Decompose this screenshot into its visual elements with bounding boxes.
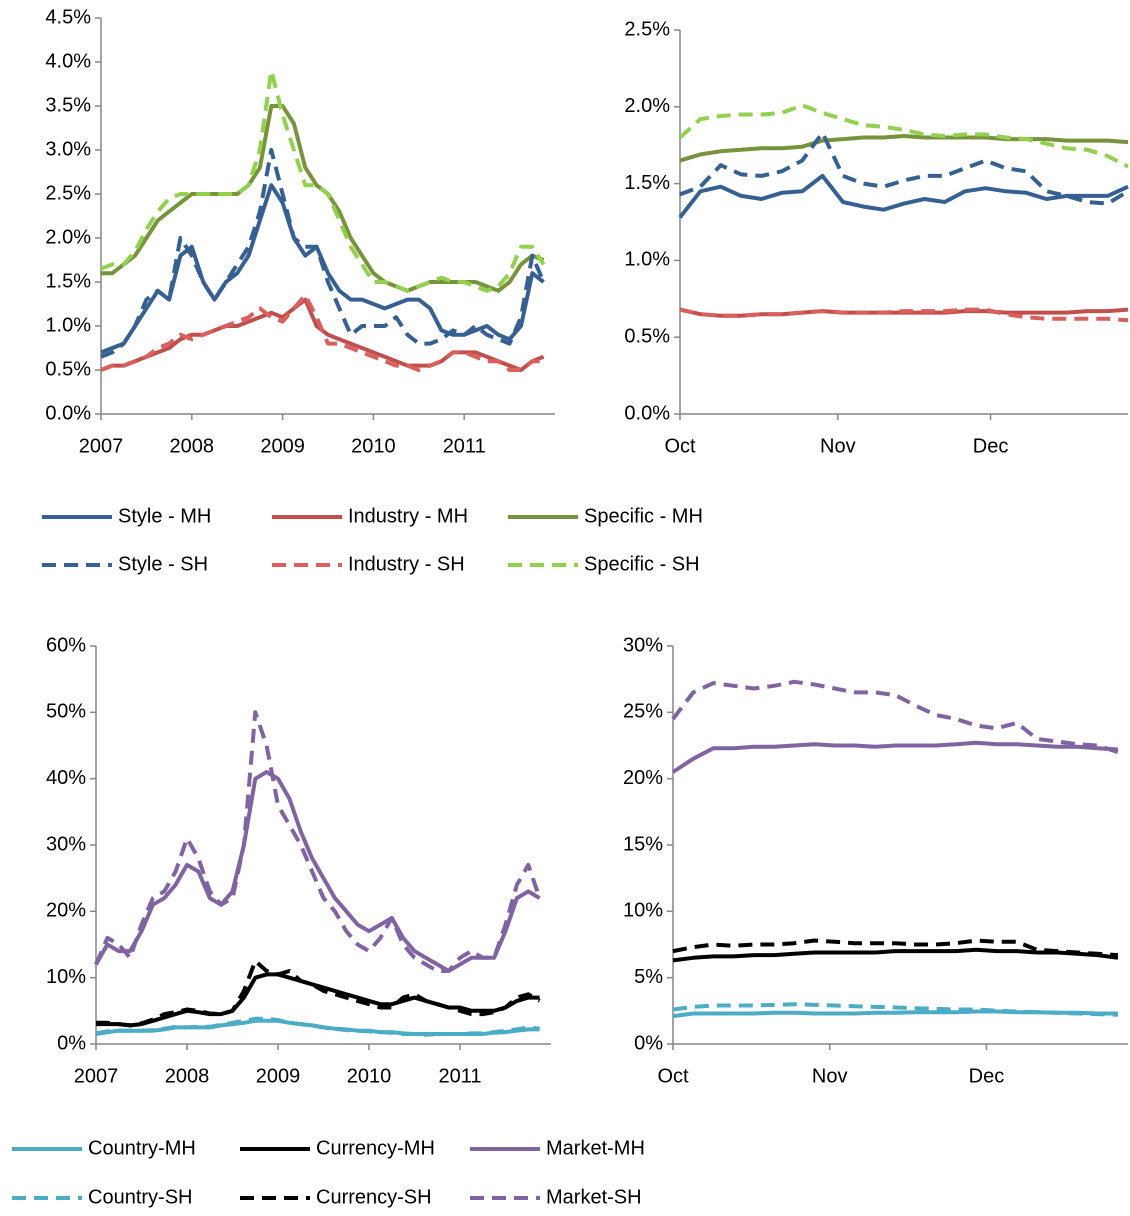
x-tick-label: 2010: [347, 1065, 392, 1087]
y-tick-label: 50%: [46, 701, 86, 723]
series-line: [672, 938, 1119, 958]
y-tick-label: 3.5%: [45, 94, 91, 116]
series-line: [679, 130, 1130, 206]
series-line: [672, 947, 1119, 963]
x-tick-label: Dec: [973, 435, 1009, 457]
y-tick-label: 1.5%: [624, 172, 670, 194]
x-tick-label: Nov: [820, 435, 856, 457]
y-tick-label: 20%: [623, 767, 663, 789]
legend-label: Currency-MH: [316, 1137, 435, 1159]
series-line: [96, 959, 541, 1028]
y-tick-label: 4.0%: [45, 50, 91, 72]
series-line: [678, 103, 1129, 169]
legend-label: Specific - MH: [584, 505, 703, 527]
series-line: [678, 173, 1129, 219]
x-tick-label: 2009: [260, 435, 305, 457]
series-line: [671, 679, 1119, 755]
series-line: [672, 1009, 1118, 1019]
y-tick-label: 60%: [46, 634, 86, 656]
y-tick-label: 0%: [634, 1032, 663, 1054]
y-tick-label: 4.5%: [45, 6, 91, 28]
y-tick-label: 3.0%: [45, 138, 91, 160]
legend-label: Industry - MH: [348, 505, 468, 527]
y-tick-label: 40%: [46, 767, 86, 789]
y-tick-label: 0.5%: [45, 358, 91, 380]
y-tick-label: 20%: [46, 900, 86, 922]
x-tick-label: Oct: [657, 1065, 689, 1087]
x-tick-label: 2011: [443, 435, 486, 457]
y-tick-label: 30%: [46, 833, 86, 855]
y-tick-label: 0.5%: [624, 325, 670, 347]
series-line: [100, 148, 546, 359]
series-line: [94, 770, 541, 973]
series-line: [679, 307, 1129, 323]
x-tick-label: 2011: [438, 1065, 481, 1087]
legend-label: Market-SH: [546, 1186, 642, 1208]
legend-label: Specific - SH: [584, 553, 700, 575]
x-tick-label: 2008: [165, 1065, 210, 1087]
legend-label: Industry - SH: [348, 553, 465, 575]
y-tick-label: 25%: [623, 701, 663, 723]
x-tick-label: Nov: [812, 1065, 848, 1087]
y-tick-label: 2.0%: [624, 95, 670, 117]
series-line: [672, 1002, 1118, 1017]
y-tick-label: 2.5%: [624, 18, 670, 40]
y-tick-label: 1.0%: [45, 314, 91, 336]
y-tick-label: 10%: [46, 966, 86, 988]
series-line: [94, 710, 542, 973]
y-tick-label: 30%: [623, 634, 663, 656]
y-tick-label: 0%: [57, 1032, 86, 1054]
x-tick-label: 2007: [79, 435, 124, 457]
series-line: [95, 1016, 540, 1037]
x-tick-label: Dec: [969, 1065, 1005, 1087]
y-tick-label: 5%: [634, 966, 663, 988]
legend-label: Currency-SH: [316, 1186, 432, 1208]
x-tick-label: 2010: [351, 435, 396, 457]
series-line: [671, 740, 1119, 774]
x-tick-label: 2008: [170, 435, 215, 457]
legend-label: Style - SH: [118, 553, 208, 575]
y-tick-label: 10%: [623, 900, 663, 922]
y-tick-label: 2.5%: [45, 182, 91, 204]
x-tick-label: 2007: [74, 1065, 119, 1087]
series-line: [679, 134, 1129, 163]
legend-label: Country-SH: [88, 1186, 192, 1208]
y-tick-label: 15%: [623, 833, 663, 855]
y-tick-label: 0.0%: [624, 402, 670, 424]
y-tick-label: 1.0%: [624, 249, 670, 271]
legend-label: Country-MH: [88, 1137, 196, 1159]
series-line: [100, 293, 544, 372]
legend-label: Market-MH: [546, 1137, 645, 1159]
x-tick-label: 2009: [256, 1065, 301, 1087]
y-tick-label: 1.5%: [45, 270, 91, 292]
legend-label: Style - MH: [118, 505, 211, 527]
x-tick-label: Oct: [664, 435, 696, 457]
y-tick-label: 2.0%: [45, 226, 91, 248]
y-tick-label: 0.0%: [45, 402, 91, 424]
series-line: [100, 68, 546, 293]
series-line: [96, 972, 540, 1028]
